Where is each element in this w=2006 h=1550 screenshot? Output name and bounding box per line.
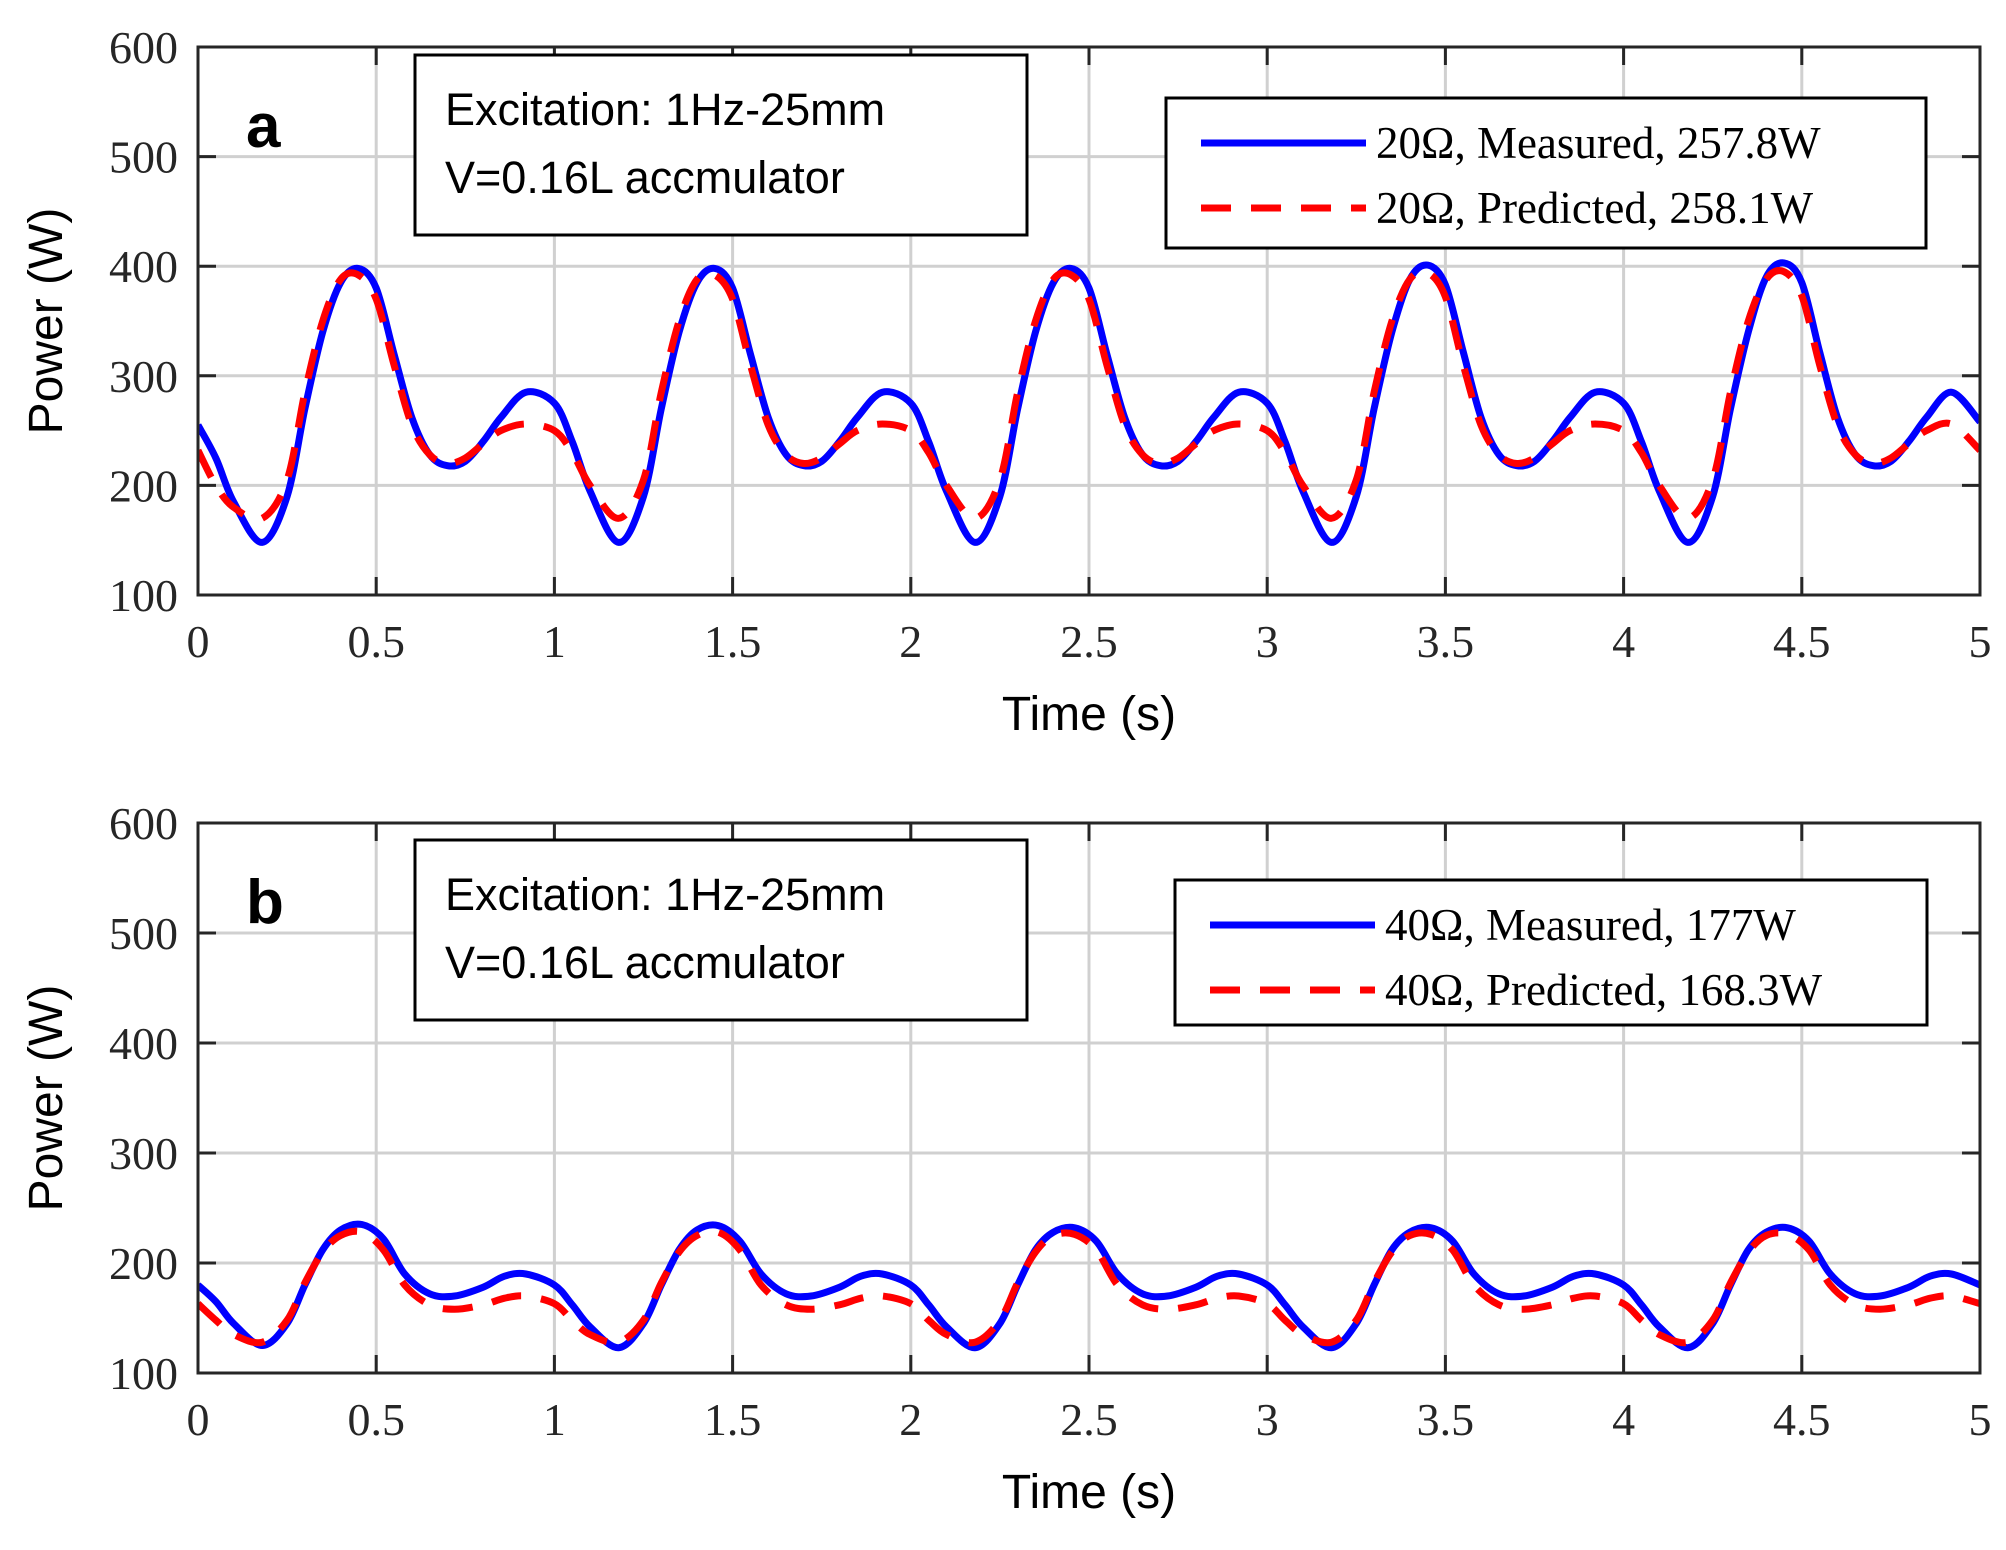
y-tick-label: 400 bbox=[109, 1018, 178, 1069]
annotation-box bbox=[413, 838, 1029, 1022]
x-tick-label: 2 bbox=[899, 1394, 922, 1445]
y-tick-label: 100 bbox=[109, 1348, 178, 1399]
x-tick-label: 1.5 bbox=[704, 1394, 762, 1445]
y-tick-label: 200 bbox=[109, 460, 178, 511]
annotation-line: Excitation: 1Hz-25mm bbox=[445, 84, 885, 135]
x-tick-label: 1.5 bbox=[704, 616, 762, 667]
y-tick-label: 200 bbox=[109, 1238, 178, 1289]
predicted-series-line bbox=[198, 267, 1980, 523]
x-tick-label: 0.5 bbox=[347, 616, 405, 667]
legend-entry: 40Ω, Measured, 177W bbox=[1385, 900, 1796, 950]
x-tick-label: 4 bbox=[1612, 616, 1635, 667]
x-tick-label: 1 bbox=[543, 616, 566, 667]
y-tick-label: 600 bbox=[109, 22, 178, 73]
panel-a: 0 0.5 1 1.5 2 2.5 3 3.5 4 4.5 5 100 200 300 400 500 600 T… bbox=[20, 22, 1992, 741]
legend-entry: 40Ω, Predicted, 168.3W bbox=[1385, 965, 1823, 1015]
x-tick-label: 3 bbox=[1256, 616, 1279, 667]
panel-letter: a bbox=[246, 92, 281, 161]
y-tick-label: 500 bbox=[109, 908, 178, 959]
y-axis-label: Power (W) bbox=[20, 208, 73, 435]
y-tick-label: 500 bbox=[109, 132, 178, 183]
y-tick-label: 600 bbox=[109, 798, 178, 849]
y-tick-label: 100 bbox=[109, 570, 178, 621]
y-tick-label: 400 bbox=[109, 241, 178, 292]
measured-series-line bbox=[198, 259, 1980, 546]
panel-letter: b bbox=[246, 868, 284, 937]
y-tick-label: 300 bbox=[109, 351, 178, 402]
x-tick-label: 5 bbox=[1969, 1394, 1992, 1445]
annotation-line: V=0.16L accmulator bbox=[445, 937, 845, 988]
x-axis-label: Time (s) bbox=[1002, 688, 1176, 741]
annotation-box bbox=[413, 53, 1029, 237]
x-axis-label: Time (s) bbox=[1002, 1466, 1176, 1519]
x-tick-label: 1 bbox=[543, 1394, 566, 1445]
x-tick-label: 4.5 bbox=[1773, 616, 1831, 667]
panel-b: 0 0.5 1 1.5 2 2.5 3 3.5 4 4.5 5 100 200 300 400 500 600 T… bbox=[20, 798, 1992, 1519]
x-tick-label: 4 bbox=[1612, 1394, 1635, 1445]
legend-entry: 20Ω, Predicted, 258.1W bbox=[1376, 183, 1814, 233]
x-tick-label: 0 bbox=[187, 1394, 210, 1445]
annotation-line: Excitation: 1Hz-25mm bbox=[445, 869, 885, 920]
y-tick-label: 300 bbox=[109, 1128, 178, 1179]
legend-entry: 20Ω, Measured, 257.8W bbox=[1376, 118, 1821, 168]
x-tick-label: 3.5 bbox=[1417, 616, 1475, 667]
x-tick-label: 3.5 bbox=[1417, 1394, 1475, 1445]
legend-box bbox=[1164, 96, 1928, 250]
legend-box bbox=[1173, 878, 1929, 1027]
x-tick-label: 3 bbox=[1256, 1394, 1279, 1445]
x-tick-label: 0 bbox=[187, 616, 210, 667]
x-tick-label: 2 bbox=[899, 616, 922, 667]
x-tick-label: 2.5 bbox=[1060, 1394, 1118, 1445]
x-tick-label: 0.5 bbox=[347, 1394, 405, 1445]
annotation-line: V=0.16L accmulator bbox=[445, 152, 845, 203]
x-tick-label: 4.5 bbox=[1773, 1394, 1831, 1445]
y-axis-label: Power (W) bbox=[20, 985, 73, 1212]
predicted-series-line bbox=[198, 1227, 1980, 1347]
x-tick-label: 2.5 bbox=[1060, 616, 1118, 667]
x-tick-label: 5 bbox=[1969, 616, 1992, 667]
